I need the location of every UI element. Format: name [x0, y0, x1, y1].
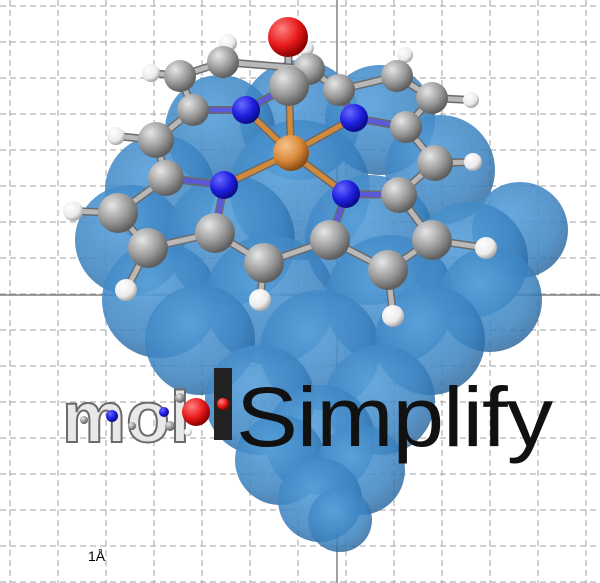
carbon-atom-icon [207, 46, 239, 78]
logo-mol-wordmark: mol [61, 377, 210, 459]
hydrogen-atom-icon [107, 127, 125, 145]
hydrogen-atom-icon [382, 305, 404, 327]
nitrogen-atom-icon [340, 104, 368, 132]
carbon-atom-icon [416, 82, 448, 114]
carbon-atom-icon [412, 220, 452, 260]
hydrogen-atom-icon [249, 289, 271, 311]
carbon-atom-icon [195, 213, 235, 253]
carbon-atom-icon [175, 393, 185, 403]
hydrogen-atom-icon [184, 428, 192, 436]
carbon-atom-icon [381, 177, 417, 213]
hydrogen-atom-icon [464, 153, 482, 171]
nitrogen-atom-icon [210, 171, 238, 199]
carbon-atom-icon [269, 66, 309, 106]
carbon-atom-icon [323, 74, 355, 106]
hydrogen-atom-icon [475, 237, 497, 259]
carbon-atom-icon [177, 94, 209, 126]
oxygen-atom-icon [268, 17, 308, 57]
nitrogen-atom-icon [332, 180, 360, 208]
carbon-atom-icon [390, 111, 422, 143]
hydrogen-atom-icon [63, 201, 83, 221]
nitrogen-atom-icon [106, 410, 118, 422]
carbon-atom-icon [80, 416, 88, 424]
oxygen-atom-icon [182, 398, 210, 426]
hydrogen-atom-icon [397, 47, 413, 63]
carbon-atom-icon [310, 220, 350, 260]
carbon-atom-icon [98, 193, 138, 233]
metal-atom-icon [273, 135, 309, 171]
hydrogen-atom-icon [463, 92, 479, 108]
nitrogen-atom-icon [159, 407, 169, 417]
surface-sphere [308, 488, 372, 552]
scale-bar-label: 1Å [88, 548, 106, 564]
hydrogen-atom-icon [115, 279, 137, 301]
atom-layer [63, 17, 497, 327]
logo-name: Simplify [236, 370, 553, 464]
carbon-atom-icon [138, 122, 174, 158]
carbon-atom-icon [165, 421, 175, 431]
carbon-atom-icon [381, 60, 413, 92]
hydrogen-atom-icon [142, 64, 160, 82]
carbon-atom-icon [128, 422, 136, 430]
carbon-atom-icon [148, 160, 184, 196]
carbon-atom-icon [417, 145, 453, 181]
carbon-atom-icon [128, 228, 168, 268]
carbon-atom-icon [164, 60, 196, 92]
oxygen-atom-icon [217, 398, 229, 410]
carbon-atom-icon [368, 250, 408, 290]
carbon-atom-icon [244, 243, 284, 283]
nitrogen-atom-icon [232, 96, 260, 124]
molsimplify-logo: mol Simplify [61, 368, 554, 464]
